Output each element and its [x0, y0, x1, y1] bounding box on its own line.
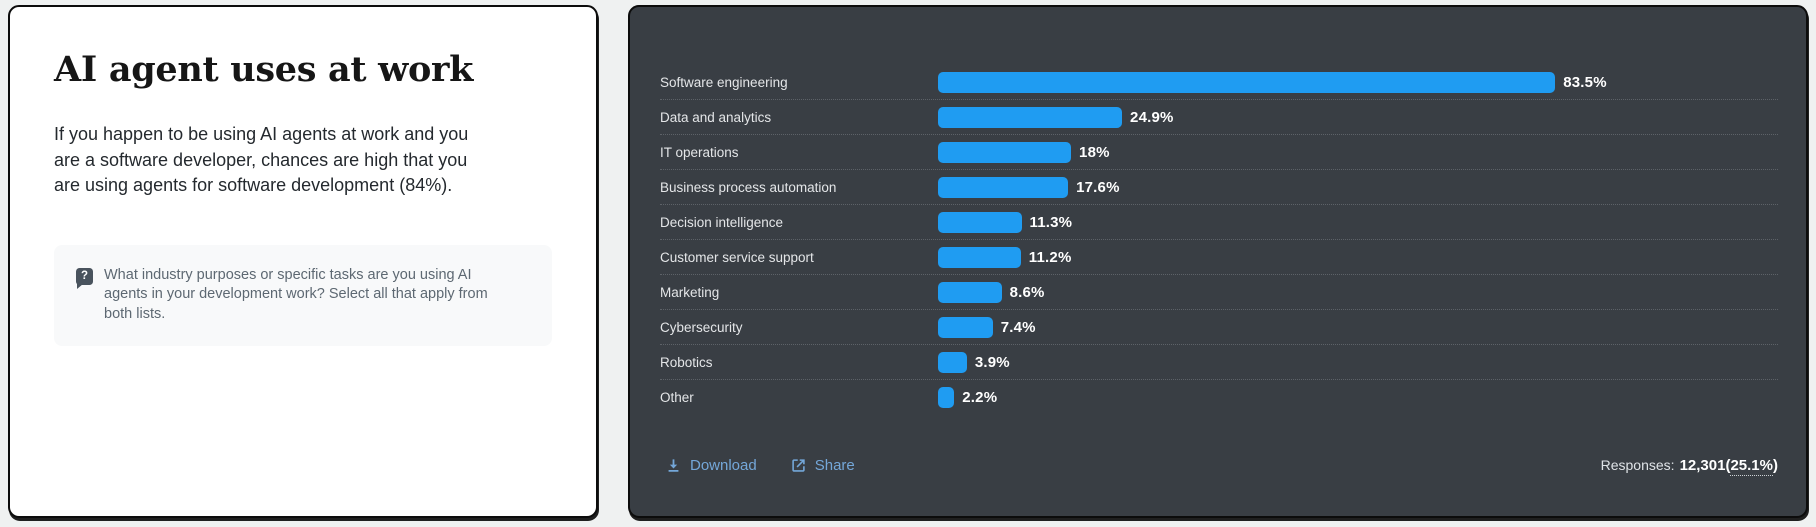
summary-text: If you happen to be using AI agents at w… [54, 124, 469, 196]
chart-row: Business process automation 17.6% [660, 170, 1778, 205]
chart-row: Customer service support 11.2% [660, 240, 1778, 275]
bar-track: 3.9% [938, 351, 1778, 373]
value-label: 83.5% [1563, 73, 1607, 91]
category-label: Robotics [660, 354, 713, 370]
value-label: 2.2% [962, 389, 998, 406]
bar[interactable] [938, 387, 955, 408]
share-label: Share [814, 457, 855, 474]
value-label: 18% [1079, 143, 1110, 161]
bar-track: 8.6% [938, 281, 1778, 303]
paren-close: ) [1773, 457, 1778, 474]
responses-label: Responses: [1600, 457, 1675, 473]
category-label: Business process automation [660, 179, 837, 195]
chart-row: Data and analytics 24.9% [660, 100, 1778, 135]
value-label: 17.6% [1076, 178, 1120, 196]
question-text: What industry purposes or specific tasks… [104, 266, 488, 323]
bar[interactable] [938, 211, 1022, 233]
bar-track: 24.9% [938, 106, 1778, 128]
category-label: Marketing [660, 284, 720, 300]
chart-row: Other 2.2% [660, 380, 1778, 415]
question-icon: ? [76, 267, 93, 289]
download-label: Download [690, 457, 757, 474]
chart-row: Marketing 8.6% [660, 275, 1778, 310]
category-label: Customer service support [660, 249, 814, 265]
chart-row: Software engineering 83.5% [660, 65, 1778, 100]
value-label: 8.6% [1009, 283, 1045, 301]
bar-track: 83.5% [938, 71, 1778, 93]
bar-track: 17.6% [938, 176, 1778, 198]
chart-row: Cybersecurity 7.4% [660, 310, 1778, 345]
value-label: 7.4% [1000, 318, 1036, 336]
bar[interactable] [938, 316, 993, 338]
chart-panel: Software engineering 83.5% Data and analyt… [628, 5, 1808, 518]
download-button[interactable]: Download [666, 457, 757, 474]
paren-open: ( [1725, 457, 1731, 474]
value-label: 3.9% [974, 353, 1010, 371]
category-label: Software engineering [660, 74, 788, 90]
category-label: IT operations [660, 144, 739, 160]
bar-track: 11.3% [938, 211, 1778, 233]
bar-track: 11.2% [938, 246, 1778, 268]
bar[interactable] [938, 176, 1069, 198]
share-icon [791, 458, 806, 473]
value-label: 11.2% [1028, 248, 1072, 266]
bar[interactable] [938, 106, 1123, 128]
category-label: Decision intelligence [660, 214, 784, 230]
bar[interactable] [938, 281, 1002, 303]
bar-track: 2.2% [938, 387, 1778, 408]
page-title: AI agent uses at work [54, 49, 474, 90]
share-button[interactable]: Share [791, 457, 855, 474]
bar[interactable] [938, 246, 1021, 268]
bar[interactable] [938, 351, 967, 373]
summary-panel: AI agent uses at work If you happen to b… [8, 5, 598, 518]
responses-summary: Responses: 12,301(25.1%) [1600, 457, 1778, 476]
value-label: 11.3% [1029, 213, 1073, 231]
bar-chart: Software engineering 83.5% Data and analyt… [660, 65, 1778, 415]
chart-row: Decision intelligence 11.3% [660, 205, 1778, 240]
question-icon-glyph: ? [80, 270, 89, 283]
category-label: Other [660, 390, 694, 405]
footer-actions: Download Share [666, 457, 855, 474]
bar[interactable] [938, 141, 1072, 163]
chart-footer: Download Share Responses: 12,301(25.1%) [660, 457, 1778, 476]
bar[interactable] [938, 71, 1556, 93]
question-box: ? What industry purposes or specific tas… [54, 244, 552, 346]
category-label: Cybersecurity [660, 319, 743, 335]
responses-count: 12,301 [1679, 457, 1726, 474]
category-label: Data and analytics [660, 109, 772, 125]
chart-row: Robotics 3.9% [660, 345, 1778, 380]
download-icon [666, 458, 681, 473]
chart-row: IT operations 18% [660, 135, 1778, 170]
responses-percentage[interactable]: 25.1% [1730, 457, 1773, 476]
bar-track: 18% [938, 141, 1778, 163]
bar-track: 7.4% [938, 316, 1778, 338]
value-label: 24.9% [1130, 108, 1174, 126]
